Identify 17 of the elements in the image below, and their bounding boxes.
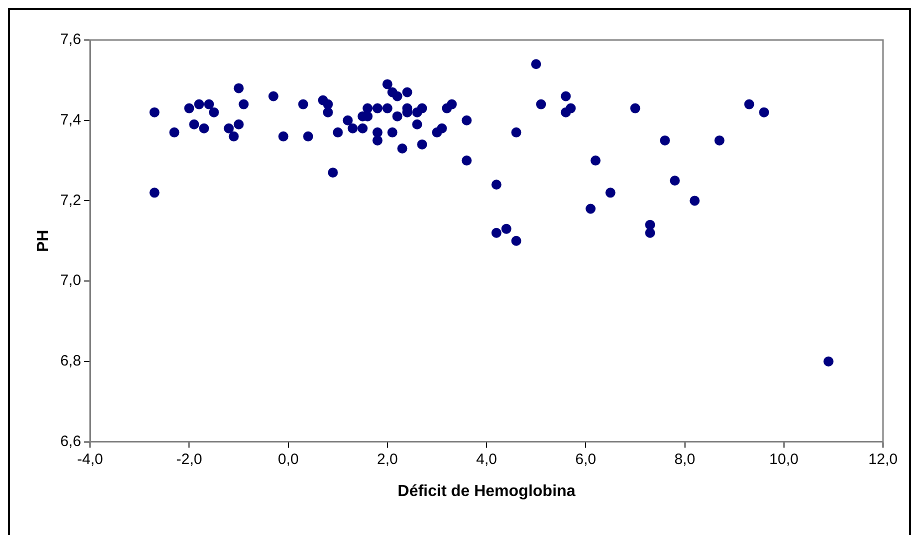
y-tick-label: 7,4 <box>60 112 82 128</box>
x-tick-label: 4,0 <box>476 450 497 468</box>
x-tick-label: 0,0 <box>278 450 299 468</box>
y-tick-label: 7,2 <box>60 192 82 209</box>
x-tick-label: -4,0 <box>77 450 103 468</box>
x-tick-label: -2,0 <box>176 450 202 468</box>
y-tick-label: 6,8 <box>60 352 82 370</box>
y-tick-label: 6,6 <box>60 432 82 450</box>
x-tick-label: 2,0 <box>376 450 398 468</box>
y-axis-title: PH <box>35 230 52 252</box>
x-axis-title: Déficit de Hemoglobina <box>398 482 576 500</box>
y-tick-label: 7,0 <box>60 272 82 290</box>
x-tick-label: 12,0 <box>868 450 898 468</box>
x-tick-label: 6,0 <box>575 450 596 468</box>
x-tick-label: 8,0 <box>674 450 696 468</box>
y-tick-label: 7,6 <box>60 31 82 48</box>
x-tick-label: 10,0 <box>769 450 798 468</box>
